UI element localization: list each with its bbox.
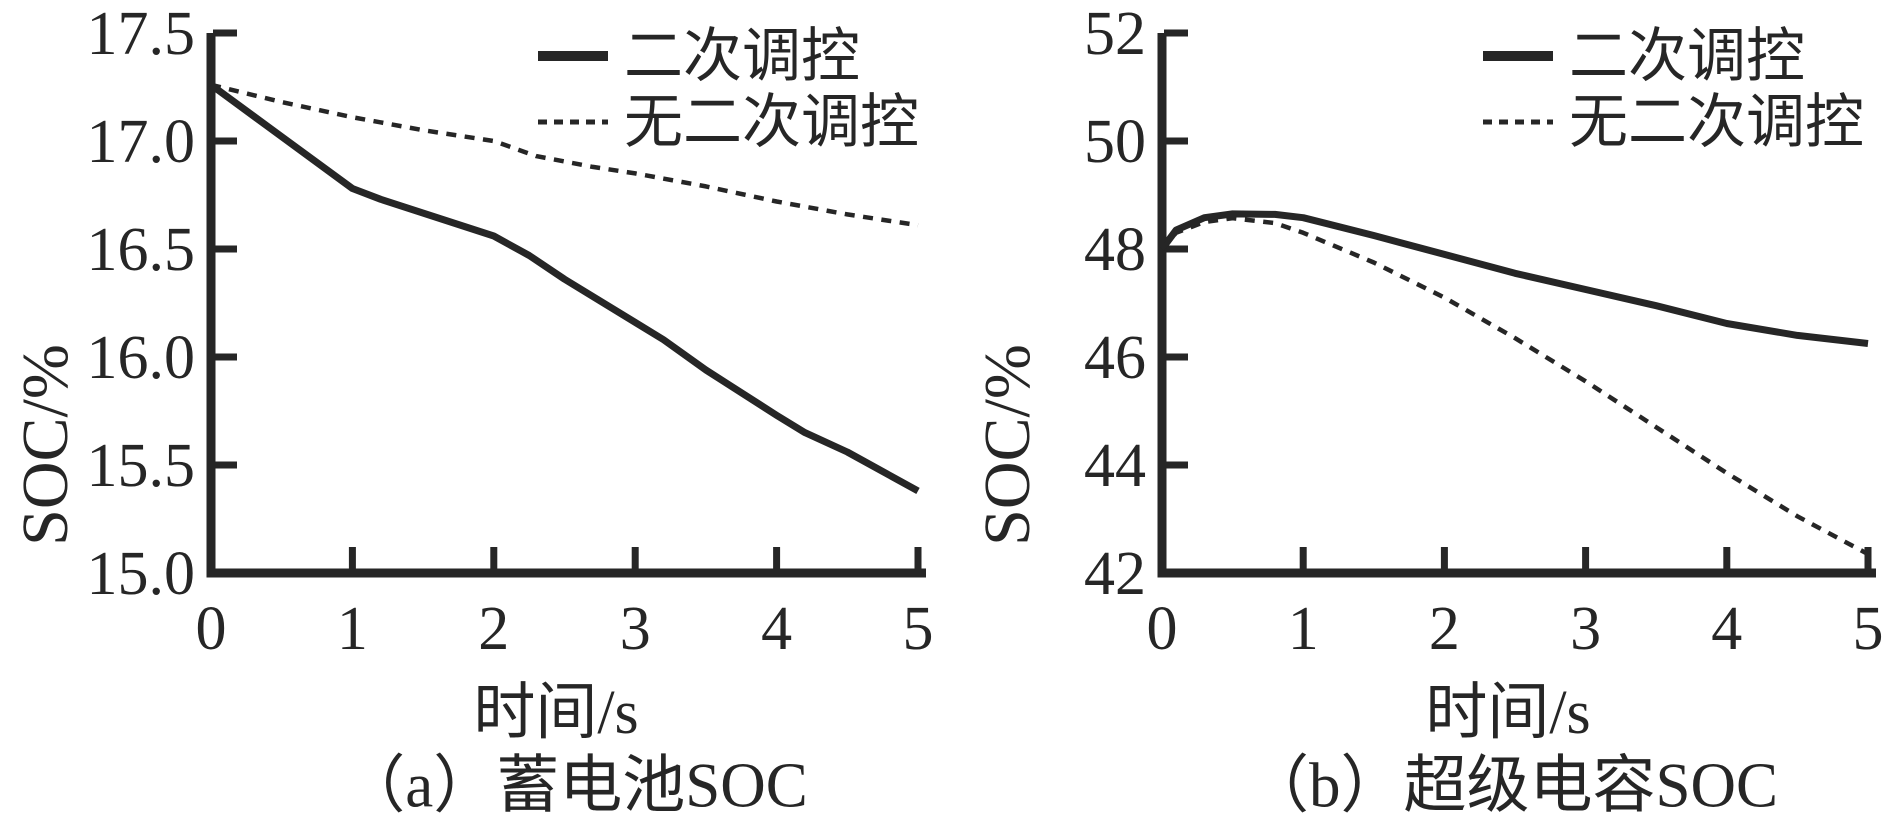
y-tick-label: 15.5 (87, 432, 196, 500)
legend-dashed-sample (538, 119, 608, 125)
x-axis-label-b: 时间/s (1425, 679, 1591, 747)
y-tick-label: 50 (1084, 108, 1146, 176)
x-tick-label: 2 (1429, 595, 1460, 663)
legend-solid-sample (538, 51, 608, 61)
y-tick-label: 42 (1084, 540, 1146, 608)
y-tick-label: 16.0 (87, 324, 196, 392)
y-tick-label: 17.0 (87, 108, 196, 176)
legend-label-dashed: 无二次调控 (1569, 88, 1865, 155)
y-tick-label: 52 (1084, 0, 1146, 68)
x-tick-label: 0 (196, 595, 227, 663)
y-tick-label: 48 (1084, 216, 1146, 284)
x-tick-label: 1 (337, 595, 368, 663)
x-tick-label: 0 (1147, 595, 1178, 663)
caption-a: （a）蓄电池SOC (342, 750, 808, 820)
x-axis-label-a: 时间/s (473, 679, 639, 747)
x-tick-label: 5 (903, 595, 934, 663)
x-tick-label: 2 (478, 595, 509, 663)
legend-b: 二次调控 无二次调控 (1483, 24, 1864, 154)
series-solid-line (208, 81, 920, 494)
y-tick-label: 44 (1084, 432, 1146, 500)
x-tick-label: 4 (761, 595, 792, 663)
chart-a-plot: 15.0 15.5 16.0 16.5 17.0 17.5 0 1 2 3 4 5 (87, 0, 934, 663)
y-axis-label-b: SOC/% (971, 344, 1044, 546)
legend-dashed-sample (1483, 119, 1553, 125)
y-tick-label: 46 (1084, 324, 1146, 392)
series-dashed-line (1160, 215, 1870, 557)
legend-item-solid: 二次调控 (1483, 24, 1864, 88)
legend-solid-sample (1483, 51, 1553, 61)
series-dashed-line (210, 82, 919, 228)
caption-b: （b）超级电容SOC (1245, 750, 1779, 820)
legend-item-dashed: 无二次调控 (538, 90, 919, 154)
x-tick-label: 3 (1570, 595, 1601, 663)
y-tick-label: 15.0 (87, 540, 196, 608)
x-tick-label: 1 (1288, 595, 1319, 663)
legend-item-solid: 二次调控 (538, 24, 919, 88)
series-solid-line (1159, 210, 1869, 347)
x-tick-label: 4 (1711, 595, 1742, 663)
legend-item-dashed: 无二次调控 (1483, 90, 1864, 154)
legend-label-dashed: 无二次调控 (624, 88, 920, 155)
y-axis-label-a: SOC/% (9, 344, 82, 546)
chart-b-plot: 42 44 46 48 50 52 0 1 2 3 4 5 (1084, 0, 1884, 663)
legend-label-solid: 二次调控 (1569, 22, 1806, 89)
legend-a: 二次调控 无二次调控 (538, 24, 919, 154)
x-tick-label: 3 (620, 595, 651, 663)
legend-label-solid: 二次调控 (624, 22, 861, 89)
x-tick-label: 5 (1853, 595, 1884, 663)
y-tick-label: 17.5 (87, 0, 196, 68)
y-tick-label: 16.5 (87, 216, 196, 284)
